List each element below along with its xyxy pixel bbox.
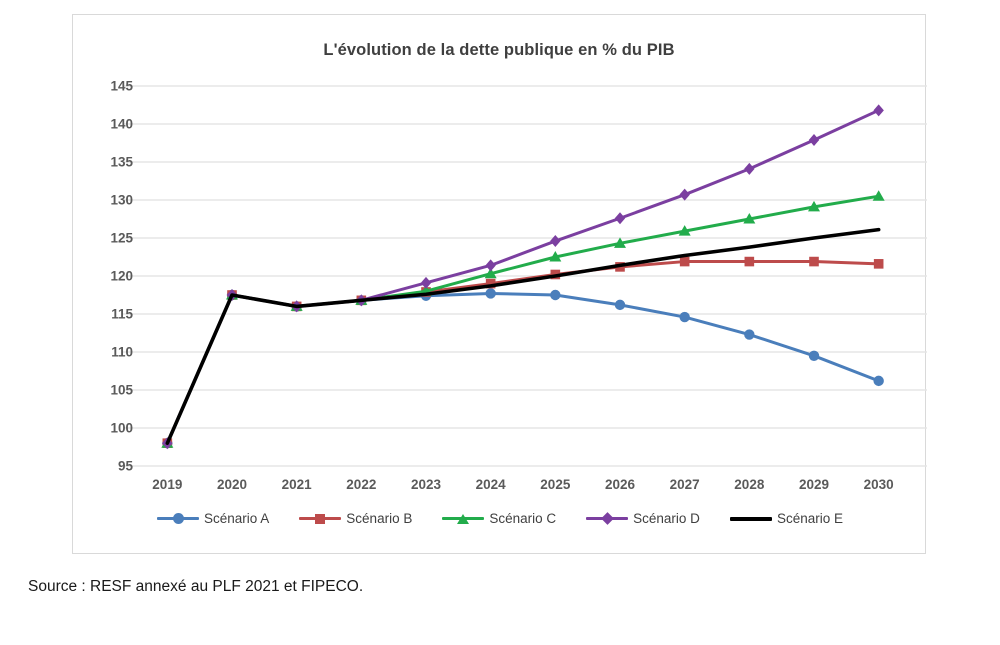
data-point-marker [420, 276, 432, 289]
y-axis-tick-label: 145 [110, 78, 133, 94]
x-axis-tick-label: 2022 [346, 477, 377, 492]
y-axis-tick-label: 100 [110, 420, 133, 436]
data-point-marker [744, 256, 755, 267]
y-axis-tick-label: 140 [110, 116, 133, 132]
x-axis-tick-label: 2023 [410, 477, 442, 492]
data-point-marker [679, 188, 690, 201]
legend-label: Scénario A [204, 511, 270, 526]
data-point-marker [873, 375, 884, 387]
y-axis-tick-label: 105 [110, 382, 133, 398]
legend-swatch-icon [299, 512, 342, 526]
y-axis-tick-label: 115 [111, 306, 133, 322]
y-axis-labels: 95 100 105 110 115 120 125 130 135 140 145 [73, 15, 133, 555]
chart-legend: Scénario A Scénario B Scénario C Scénario D… [73, 511, 927, 526]
data-point-marker [550, 235, 561, 248]
data-point-marker [679, 256, 690, 267]
chart-panel: L'évolution de la dette publique en % du… [72, 14, 927, 555]
data-point-marker [808, 133, 820, 146]
legend-item[interactable]: Scénario C [442, 511, 556, 526]
y-axis-tick-label: 130 [110, 192, 133, 208]
y-axis-tick-label: 120 [110, 268, 133, 284]
y-axis-tick-label: 135 [110, 154, 133, 170]
data-point-marker [679, 311, 690, 323]
x-axis-tick-label: 2021 [281, 477, 312, 492]
data-point-marker [614, 299, 626, 311]
data-point-marker [808, 200, 820, 212]
x-axis-tick-label: 2025 [540, 477, 571, 492]
data-point-marker [809, 256, 819, 267]
legend-swatch-icon [442, 512, 485, 526]
x-axis-tick-label: 2026 [604, 477, 636, 492]
legend-item[interactable]: Scénario B [299, 511, 412, 526]
data-point-marker [485, 259, 496, 272]
plot-area: 95 100 105 110 115 120 125 130 135 140 145 2019 202… [73, 15, 927, 555]
data-point-marker [614, 237, 626, 248]
data-point-marker [873, 259, 884, 269]
source-note: Source : RESF annexé au PLF 2021 et FIPE… [28, 578, 364, 595]
y-axis-tick-label: 110 [111, 344, 133, 360]
data-point-marker [549, 251, 562, 262]
data-point-marker [550, 289, 561, 301]
y-axis-tick-label: 95 [117, 458, 133, 474]
series-line [165, 291, 881, 445]
legend-item[interactable]: Scénario D [586, 511, 700, 526]
data-point-marker [614, 212, 626, 225]
chart-title: L'évolution de la dette publique en % du… [323, 41, 675, 59]
x-axis-tick-label: 2028 [734, 477, 765, 492]
x-axis-labels: 2019 2020 2021 2022 2023 2024 2025 2026 2027 2028… [73, 477, 927, 503]
x-axis-tick-label: 2030 [863, 477, 894, 492]
x-axis-tick-label: 2019 [152, 477, 183, 492]
series-line [165, 108, 881, 445]
data-point-marker [808, 350, 820, 361]
data-point-marker [484, 267, 497, 279]
legend-item[interactable]: Scénario A [157, 511, 269, 526]
data-point-marker [485, 288, 496, 299]
legend-label: Scénario E [776, 511, 843, 526]
data-point-marker [744, 162, 755, 175]
x-axis-tick-label: 2029 [798, 477, 830, 492]
series-line [165, 227, 881, 446]
chart-svg [123, 85, 927, 467]
series-line [165, 194, 881, 445]
y-axis-tick-label: 125 [110, 230, 133, 246]
data-point-marker [744, 329, 755, 340]
legend-item[interactable]: Scénario E [729, 511, 843, 526]
x-axis-tick-label: 2024 [475, 477, 506, 492]
data-point-marker [873, 104, 884, 117]
legend-label: Scénario D [633, 511, 700, 526]
x-axis-tick-label: 2027 [669, 477, 700, 492]
x-axis-tick-label: 2020 [216, 477, 248, 492]
data-point-marker [872, 190, 885, 201]
legend-label: Scénario C [489, 511, 557, 526]
legend-label: Scénario B [346, 511, 413, 526]
data-point-marker [485, 278, 496, 289]
data-point-marker [678, 225, 691, 236]
legend-swatch-icon [586, 512, 629, 526]
legend-swatch-icon [729, 512, 772, 526]
data-point-marker [743, 213, 756, 224]
legend-swatch-icon [157, 512, 199, 526]
